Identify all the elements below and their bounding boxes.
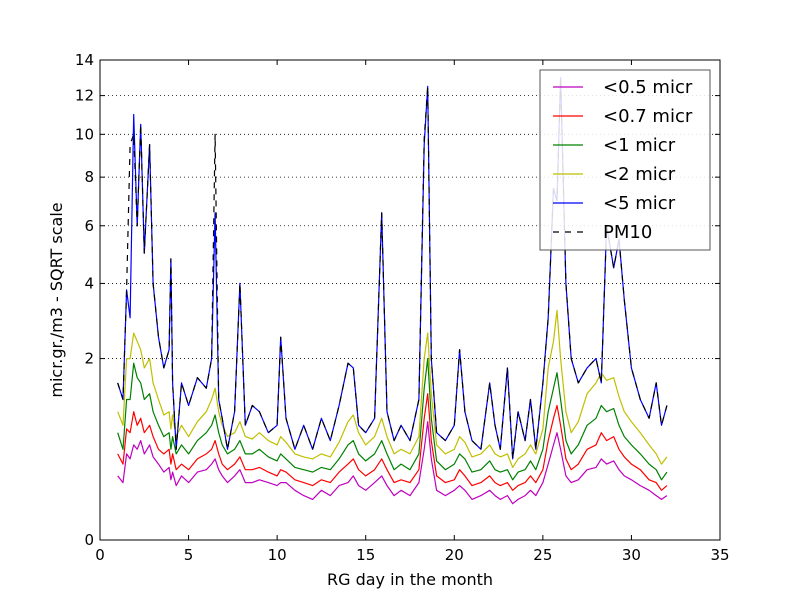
x-tick-label: 10 xyxy=(268,546,287,564)
y-tick-label: 10 xyxy=(75,125,94,143)
legend-label: <2 micr xyxy=(603,164,676,185)
series-line-5 xyxy=(117,76,668,460)
y-tick-label: 6 xyxy=(84,217,94,235)
x-tick-label: 20 xyxy=(445,546,464,564)
series-line-2 xyxy=(117,358,668,481)
series-line-3 xyxy=(117,309,668,468)
x-tick-label: 5 xyxy=(184,546,194,564)
legend-label: <5 micr xyxy=(603,193,676,214)
x-tick-label: 25 xyxy=(533,546,552,564)
y-tick-label: 2 xyxy=(84,350,94,368)
series-line-0 xyxy=(117,421,668,505)
y-tick-label: 0 xyxy=(84,531,94,549)
y-tick-label: 12 xyxy=(75,87,94,105)
y-tick-label: 14 xyxy=(75,51,94,69)
series-line-1 xyxy=(117,393,668,491)
y-tick-label: 8 xyxy=(84,168,94,186)
legend-label: PM10 xyxy=(603,222,652,243)
legend-label: <1 micr xyxy=(603,135,676,156)
y-axis-label: micr.gr./m3 - SQRT scale xyxy=(47,202,66,397)
plot-frame xyxy=(99,59,721,541)
legend-box xyxy=(539,69,711,251)
legend: <0.5 micr <0.7 micr <1 micr <2 micr <5 micr P… xyxy=(539,69,711,251)
axis-ticks: 0 2 4 6 8 10 12 14 0 5 10 15 20 25 30 35 xyxy=(75,51,730,564)
x-axis-label: RG day in the month xyxy=(327,570,493,589)
series-lines xyxy=(117,76,668,505)
x-tick-label: 30 xyxy=(622,546,641,564)
x-tick-label: 35 xyxy=(710,546,729,564)
legend-label: <0.7 micr xyxy=(603,106,693,127)
y-tick-label: 4 xyxy=(84,274,94,292)
legend-label: <0.5 micr xyxy=(603,77,693,98)
x-tick-label: 0 xyxy=(95,546,105,564)
x-tick-label: 15 xyxy=(356,546,375,564)
